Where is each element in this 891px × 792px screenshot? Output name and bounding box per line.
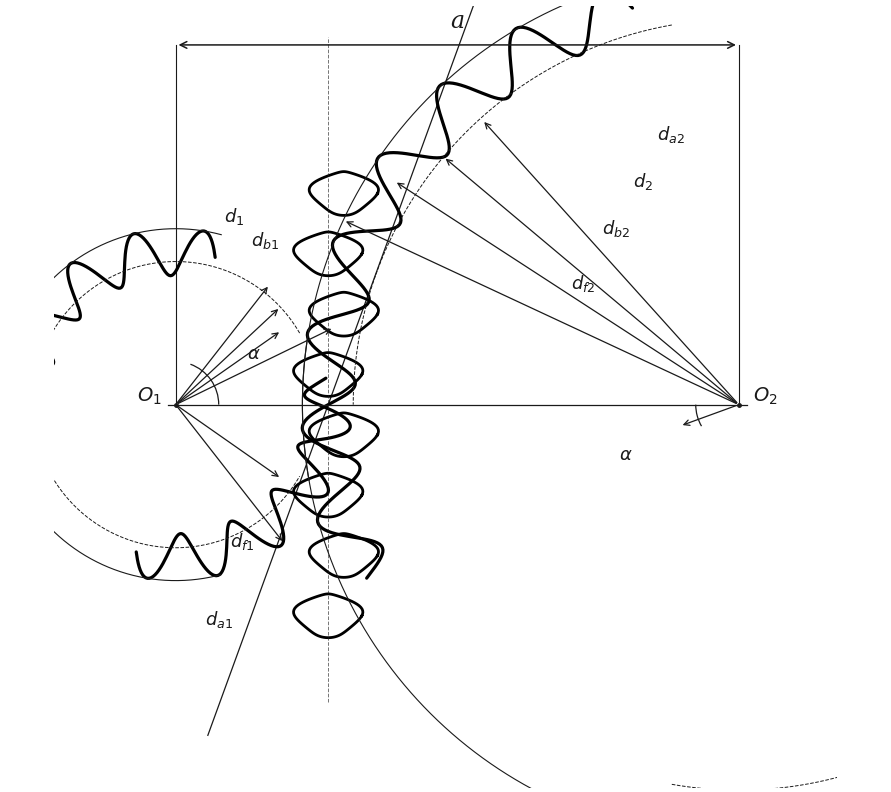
Text: $d_{b1}$: $d_{b1}$ bbox=[251, 230, 280, 251]
Text: a: a bbox=[450, 10, 464, 33]
Text: $d_{f2}$: $d_{f2}$ bbox=[570, 273, 595, 294]
Text: $\alpha$: $\alpha$ bbox=[618, 447, 633, 464]
Text: $d_{a1}$: $d_{a1}$ bbox=[205, 609, 233, 630]
Text: $O_1$: $O_1$ bbox=[137, 386, 161, 407]
Text: $d_1$: $d_1$ bbox=[225, 207, 244, 227]
Text: $O_2$: $O_2$ bbox=[753, 386, 778, 407]
Text: $d_2$: $d_2$ bbox=[634, 171, 653, 192]
Text: $d_{b2}$: $d_{b2}$ bbox=[602, 218, 630, 239]
Text: $d_{a2}$: $d_{a2}$ bbox=[657, 124, 684, 146]
Text: $d_{f1}$: $d_{f1}$ bbox=[230, 531, 255, 552]
Text: $\alpha$: $\alpha$ bbox=[247, 345, 261, 363]
